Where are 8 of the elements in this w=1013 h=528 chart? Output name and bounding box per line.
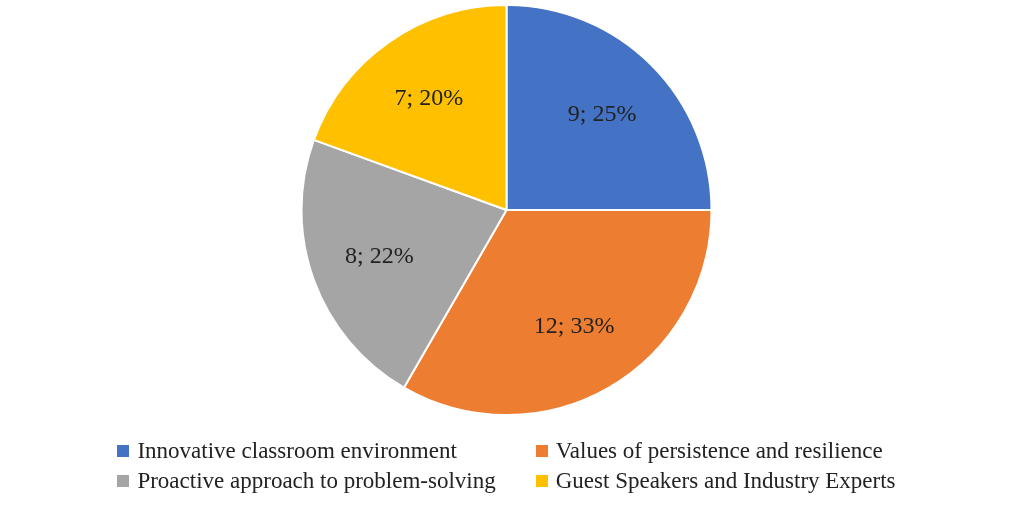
data-label: 8; 22% (345, 241, 414, 268)
data-label: 7; 20% (394, 84, 464, 111)
legend-label: Innovative classroom environment (137, 438, 457, 464)
data-label: 9; 25% (567, 99, 637, 126)
legend-label: Proactive approach to problem-solving (137, 468, 496, 494)
legend-label: Guest Speakers and Industry Experts (555, 468, 896, 494)
legend-label: Values of persistence and resilience (555, 438, 883, 464)
data-label: 12; 33% (533, 312, 615, 339)
